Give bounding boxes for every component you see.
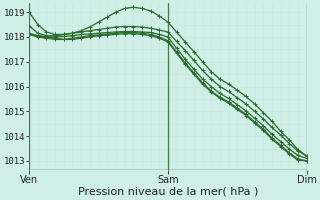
X-axis label: Pression niveau de la mer( hPa ): Pression niveau de la mer( hPa ) [78,187,258,197]
